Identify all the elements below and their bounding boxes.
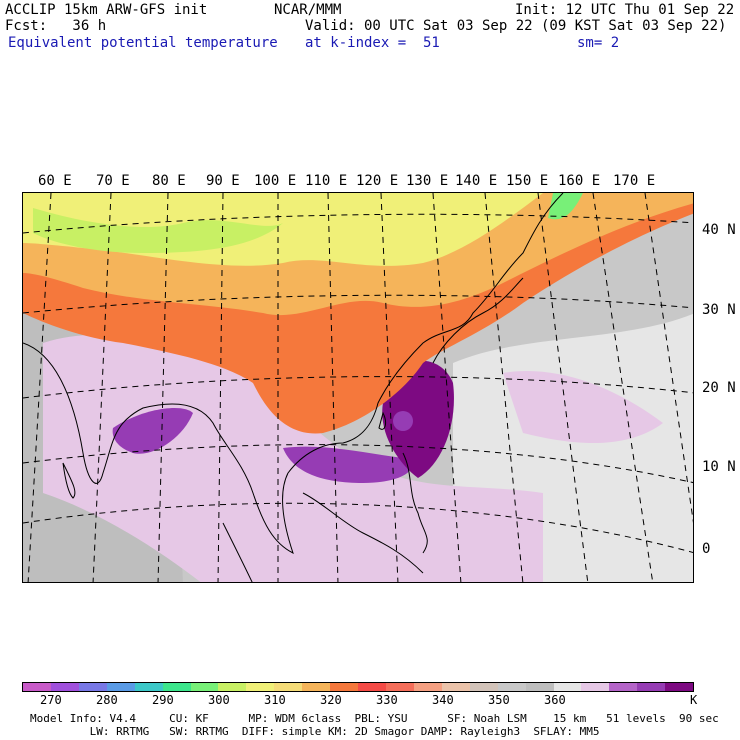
colorbar-segment xyxy=(441,683,470,691)
field-region-typhoon xyxy=(382,360,454,478)
colorbar-segment xyxy=(497,683,526,691)
colorbar-segment xyxy=(385,683,414,691)
colorbar-segment xyxy=(525,683,554,691)
latitude-label: 0 xyxy=(702,541,711,557)
longitude-label: 120 E xyxy=(356,173,399,189)
coastline-philippines xyxy=(402,452,428,554)
colorbar-segment xyxy=(469,683,498,691)
longitude-label: 110 E xyxy=(305,173,348,189)
field-typhoon-eye xyxy=(393,411,413,431)
colorbar-segment xyxy=(413,683,442,691)
colorbar-segment xyxy=(162,683,191,691)
colorbar-segment xyxy=(134,683,163,691)
coastlines xyxy=(23,193,564,582)
longitude-label: 140 E xyxy=(455,173,498,189)
graticule-lon-170 xyxy=(644,193,693,523)
longitude-label: 130 E xyxy=(406,173,449,189)
model-info-line1: Model Info: V4.4 CU: KF MP: WDM 6class P… xyxy=(30,712,719,725)
colorbar-tick-label: 300 xyxy=(208,693,230,707)
equivalent-potential-temperature-map xyxy=(22,192,694,583)
colorbar-segment xyxy=(302,683,331,691)
model-info-line2: LW: RRTMG SW: RRTMG DIFF: simple KM: 2D … xyxy=(30,725,600,738)
longitude-label: 60 E xyxy=(38,173,72,189)
colorbar-tick-label: 270 xyxy=(40,693,62,707)
colorbar-tick-label: 310 xyxy=(264,693,286,707)
graticule-lat-30 xyxy=(23,294,693,314)
graticule-lat-40 xyxy=(23,213,693,234)
coastline-sri-lanka xyxy=(62,462,76,499)
field-region-steppe xyxy=(33,208,283,253)
smoothing-label: sm= 2 xyxy=(577,35,620,51)
longitude-label: 90 E xyxy=(206,173,240,189)
forecast-hour: Fcst: 36 h xyxy=(5,18,107,34)
colorbar-segment xyxy=(553,683,582,691)
colorbar-segment xyxy=(78,683,107,691)
colorbar-segment xyxy=(274,683,303,691)
colorbar-tick-label: 350 xyxy=(488,693,510,707)
coastline-borneo xyxy=(302,492,424,574)
colorbar-segment xyxy=(246,683,275,691)
colorbar-segment xyxy=(106,683,135,691)
field-region-south-china-sea xyxy=(283,446,411,483)
field-name: Equivalent potential temperature xyxy=(8,35,278,51)
map-canvas xyxy=(23,193,693,582)
longitude-label: 100 E xyxy=(254,173,297,189)
latitude-label: 20 N xyxy=(702,380,736,396)
colorbar-segment xyxy=(218,683,247,691)
graticule-lat-20 xyxy=(23,376,693,399)
colorbar-tick-label: 320 xyxy=(320,693,342,707)
institution-label: NCAR/MMM xyxy=(274,2,342,18)
model-title: ACCLIP 15km ARW-GFS init xyxy=(5,2,208,18)
longitude-label: 170 E xyxy=(613,173,656,189)
colorbar-segment xyxy=(609,683,638,691)
colorbar-segment xyxy=(23,683,51,691)
coastline-asia xyxy=(23,193,564,554)
colorbar-segment xyxy=(358,683,386,691)
coastline-sumatra xyxy=(222,522,253,582)
field-region-bay-of-bengal xyxy=(112,408,193,454)
valid-time: Valid: 00 UTC Sat 03 Sep 22 (09 KST Sat … xyxy=(305,18,727,34)
level-label: at k-index = 51 xyxy=(305,35,440,51)
colorbar-tick-label: 340 xyxy=(432,693,454,707)
colorbar-unit: K xyxy=(690,693,698,707)
longitude-label: 80 E xyxy=(152,173,186,189)
latitude-label: 30 N xyxy=(702,302,736,318)
field-region-west-pacific xyxy=(503,371,663,443)
graticule-lat-10 xyxy=(23,444,693,484)
longitude-label: 70 E xyxy=(96,173,130,189)
coastline-taiwan xyxy=(378,411,387,430)
latitude-label: 40 N xyxy=(702,222,736,238)
longitude-label: 150 E xyxy=(506,173,549,189)
latitude-label: 10 N xyxy=(702,459,736,475)
colorbar-tick-label: 280 xyxy=(96,693,118,707)
colorbar-segment xyxy=(637,683,666,691)
colorbar-segment xyxy=(581,683,610,691)
colorbar xyxy=(22,682,694,692)
colorbar-segment xyxy=(190,683,219,691)
graticule xyxy=(23,193,693,582)
longitude-label: 160 E xyxy=(558,173,601,189)
colorbar-tick-label: 360 xyxy=(544,693,566,707)
colorbar-tick-label: 290 xyxy=(152,693,174,707)
colorbar-segment xyxy=(330,683,359,691)
colorbar-tick-label: 330 xyxy=(376,693,398,707)
colorbar-segment xyxy=(665,683,694,691)
init-time: Init: 12 UTC Thu 01 Sep 22 xyxy=(515,2,735,18)
graticule-lat-0 xyxy=(23,502,693,553)
colorbar-segment xyxy=(50,683,79,691)
coastline-japan xyxy=(432,277,524,364)
